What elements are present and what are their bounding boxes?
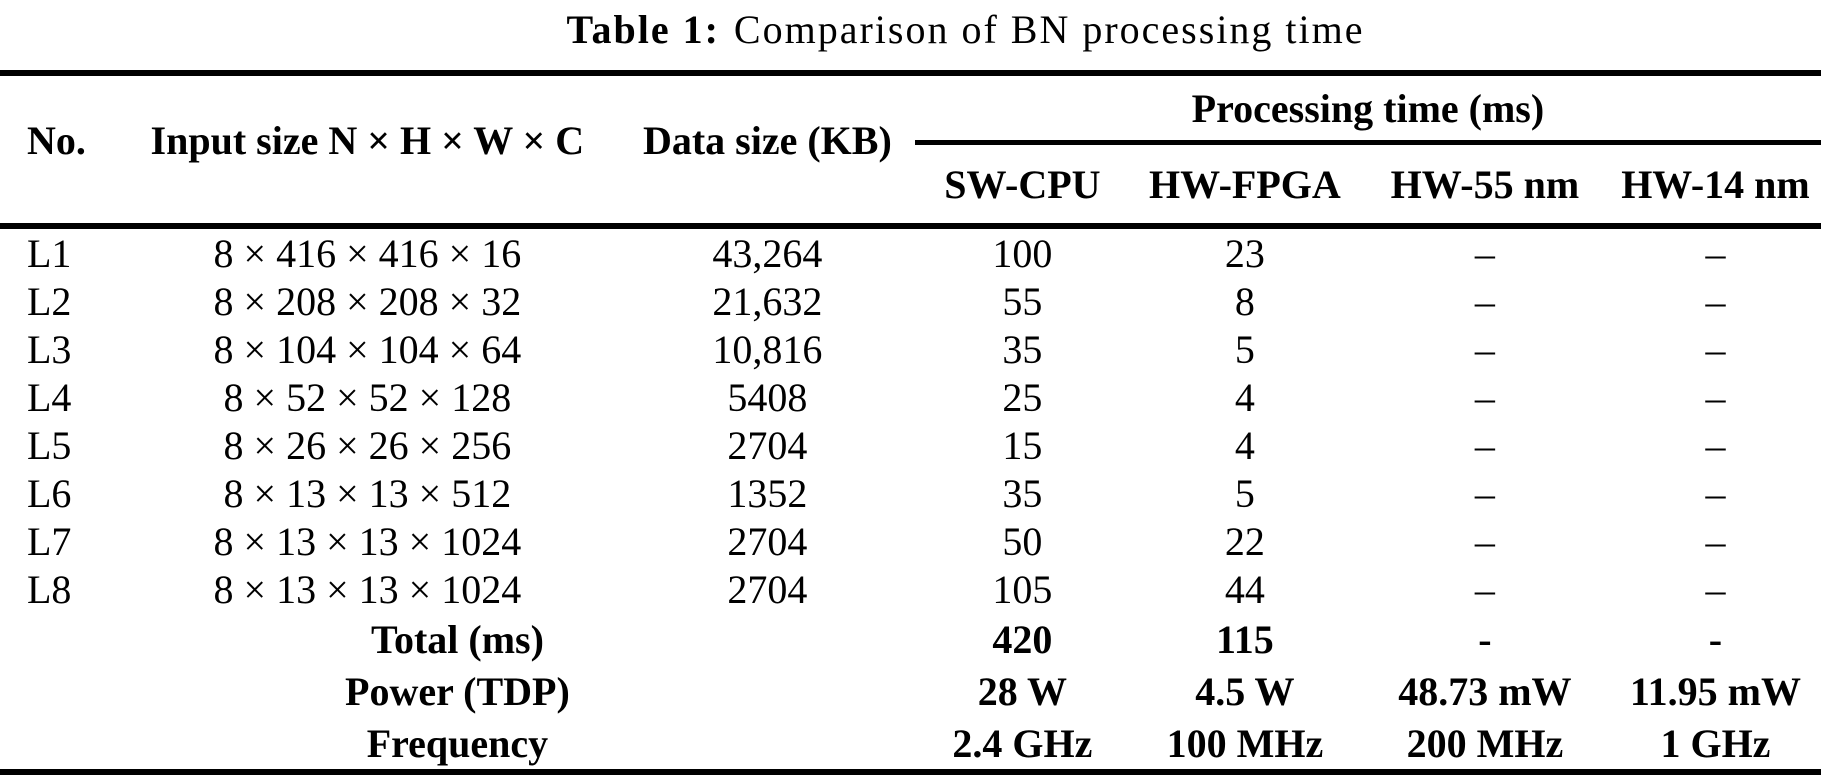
summary-hw-fpga: 100 MHz bbox=[1166, 720, 1324, 766]
table-row-l8: L8 8 × 13 × 13 × 1024 2704 105 44 – – bbox=[0, 565, 1821, 613]
cell-hw-55nm: – bbox=[1474, 566, 1495, 612]
table-row-l4: L4 8 × 52 × 52 × 128 5408 25 4 – – bbox=[0, 373, 1821, 421]
cell-input-size: 8 × 13 × 13 × 1024 bbox=[213, 566, 522, 612]
cell-input-size: 8 × 104 × 104 × 64 bbox=[213, 326, 522, 372]
summary-label-power: Power (TDP) bbox=[345, 668, 570, 714]
summary-hw-fpga: 115 bbox=[1216, 616, 1274, 662]
col-header-no: No. bbox=[0, 73, 115, 229]
cell-data-size: 2704 bbox=[727, 566, 808, 612]
header-row-top: No. Input size N × H × W × C Data size (… bbox=[0, 73, 1821, 229]
cell-no: L7 bbox=[27, 518, 72, 564]
cell-hw-fpga: 22 bbox=[1224, 518, 1265, 564]
table-row-l3: L3 8 × 104 × 104 × 64 10,816 35 5 – – bbox=[0, 325, 1821, 373]
summary-row-power: Power (TDP) 28 W 4.5 W 48.73 mW 11.95 mW bbox=[0, 665, 1821, 717]
cell-hw-fpga: 44 bbox=[1224, 566, 1265, 612]
summary-hw-14nm: 1 GHz bbox=[1660, 720, 1771, 766]
table-caption-text: Comparison of BN processing time bbox=[733, 7, 1365, 52]
cell-hw-fpga: 4 bbox=[1234, 422, 1255, 468]
cell-sw-cpu: 55 bbox=[1002, 278, 1043, 324]
cell-sw-cpu: 105 bbox=[992, 566, 1053, 612]
table-row-l7: L7 8 × 13 × 13 × 1024 2704 50 22 – – bbox=[0, 517, 1821, 565]
summary-sw-cpu: 420 bbox=[992, 616, 1053, 662]
cell-data-size: 2704 bbox=[727, 422, 808, 468]
cell-hw-fpga: 5 bbox=[1234, 470, 1255, 516]
summary-hw-55nm: 48.73 mW bbox=[1398, 668, 1572, 714]
col-header-hw-fpga: HW-FPGA bbox=[1129, 142, 1360, 229]
summary-label-frequency: Frequency bbox=[366, 720, 549, 766]
cell-hw-55nm: – bbox=[1474, 230, 1495, 276]
summary-row-frequency: Frequency 2.4 GHz 100 MHz 200 MHz 1 GHz bbox=[0, 717, 1821, 772]
col-header-sw-cpu: SW-CPU bbox=[914, 142, 1130, 229]
cell-hw-fpga: 5 bbox=[1234, 326, 1255, 372]
cell-input-size: 8 × 26 × 26 × 256 bbox=[223, 422, 512, 468]
summary-sw-cpu: 2.4 GHz bbox=[952, 720, 1093, 766]
cell-sw-cpu: 35 bbox=[1002, 326, 1043, 372]
cell-sw-cpu: 50 bbox=[1002, 518, 1043, 564]
bn-processing-time-table: No. Input size N × H × W × C Data size (… bbox=[0, 70, 1821, 775]
table-row-l1: L1 8 × 416 × 416 × 16 43,264 100 23 – – bbox=[0, 226, 1821, 277]
summary-hw-14nm: - bbox=[1708, 616, 1723, 662]
cell-hw-55nm: – bbox=[1474, 518, 1495, 564]
table-row-l5: L5 8 × 26 × 26 × 256 2704 15 4 – – bbox=[0, 421, 1821, 469]
cell-input-size: 8 × 416 × 416 × 16 bbox=[213, 230, 522, 276]
summary-hw-55nm: - bbox=[1478, 616, 1492, 662]
cell-hw-fpga: 4 bbox=[1234, 374, 1255, 420]
cell-no: L3 bbox=[27, 326, 72, 372]
cell-no: L6 bbox=[27, 470, 72, 516]
cell-hw-55nm: – bbox=[1474, 422, 1495, 468]
cell-hw-14nm: – bbox=[1705, 230, 1726, 276]
cell-data-size: 10,816 bbox=[712, 326, 823, 372]
cell-hw-14nm: – bbox=[1705, 374, 1726, 420]
cell-sw-cpu: 100 bbox=[992, 230, 1053, 276]
header-row-sub: SW-CPU HW-FPGA HW-55 nm HW-14 nm bbox=[0, 142, 1821, 229]
col-header-input-size: Input size N × H × W × C bbox=[114, 73, 620, 229]
summary-hw-14nm: 11.95 mW bbox=[1629, 668, 1802, 714]
cell-hw-14nm: – bbox=[1705, 518, 1726, 564]
cell-hw-14nm: – bbox=[1705, 470, 1726, 516]
table-row-l6: L6 8 × 13 × 13 × 512 1352 35 5 – – bbox=[0, 469, 1821, 517]
cell-input-size: 8 × 13 × 13 × 512 bbox=[223, 470, 512, 516]
cell-input-size: 8 × 208 × 208 × 32 bbox=[213, 278, 522, 324]
col-header-data-size: Data size (KB) bbox=[619, 73, 915, 229]
cell-no: L8 bbox=[27, 566, 72, 612]
cell-input-size: 8 × 52 × 52 × 128 bbox=[223, 374, 512, 420]
cell-data-size: 1352 bbox=[727, 470, 808, 516]
cell-hw-fpga: 23 bbox=[1224, 230, 1265, 276]
col-header-hw-55nm: HW-55 nm bbox=[1359, 142, 1610, 229]
summary-hw-fpga: 4.5 W bbox=[1195, 668, 1295, 714]
cell-no: L2 bbox=[27, 278, 72, 324]
summary-sw-cpu: 28 W bbox=[977, 668, 1068, 714]
cell-data-size: 43,264 bbox=[712, 230, 823, 276]
cell-hw-fpga: 8 bbox=[1234, 278, 1255, 324]
table-row-l2: L2 8 × 208 × 208 × 32 21,632 55 8 – – bbox=[0, 277, 1821, 325]
cell-no: L1 bbox=[27, 230, 72, 276]
cell-hw-14nm: – bbox=[1705, 566, 1726, 612]
cell-hw-55nm: – bbox=[1474, 326, 1495, 372]
cell-input-size: 8 × 13 × 13 × 1024 bbox=[213, 518, 522, 564]
cell-sw-cpu: 25 bbox=[1002, 374, 1043, 420]
summary-row-total: Total (ms) 420 115 - - bbox=[0, 613, 1821, 665]
cell-sw-cpu: 35 bbox=[1002, 470, 1043, 516]
summary-hw-55nm: 200 MHz bbox=[1406, 720, 1564, 766]
group-header-processing-time: Processing time (ms) bbox=[914, 73, 1821, 145]
cell-data-size: 2704 bbox=[727, 518, 808, 564]
cell-hw-14nm: – bbox=[1705, 278, 1726, 324]
cell-hw-14nm: – bbox=[1705, 326, 1726, 372]
col-header-hw-14nm: HW-14 nm bbox=[1609, 142, 1821, 229]
cell-hw-55nm: – bbox=[1474, 470, 1495, 516]
cell-hw-55nm: – bbox=[1474, 278, 1495, 324]
cell-hw-14nm: – bbox=[1705, 422, 1726, 468]
cell-no: L5 bbox=[27, 422, 72, 468]
table-caption: Table 1: Comparison of BN processing time bbox=[0, 0, 1821, 70]
table-caption-label: Table 1: bbox=[566, 7, 720, 52]
cell-data-size: 5408 bbox=[727, 374, 808, 420]
summary-label-total: Total (ms) bbox=[370, 616, 544, 662]
cell-hw-55nm: – bbox=[1474, 374, 1495, 420]
cell-no: L4 bbox=[27, 374, 72, 420]
cell-sw-cpu: 15 bbox=[1002, 422, 1043, 468]
cell-data-size: 21,632 bbox=[712, 278, 823, 324]
